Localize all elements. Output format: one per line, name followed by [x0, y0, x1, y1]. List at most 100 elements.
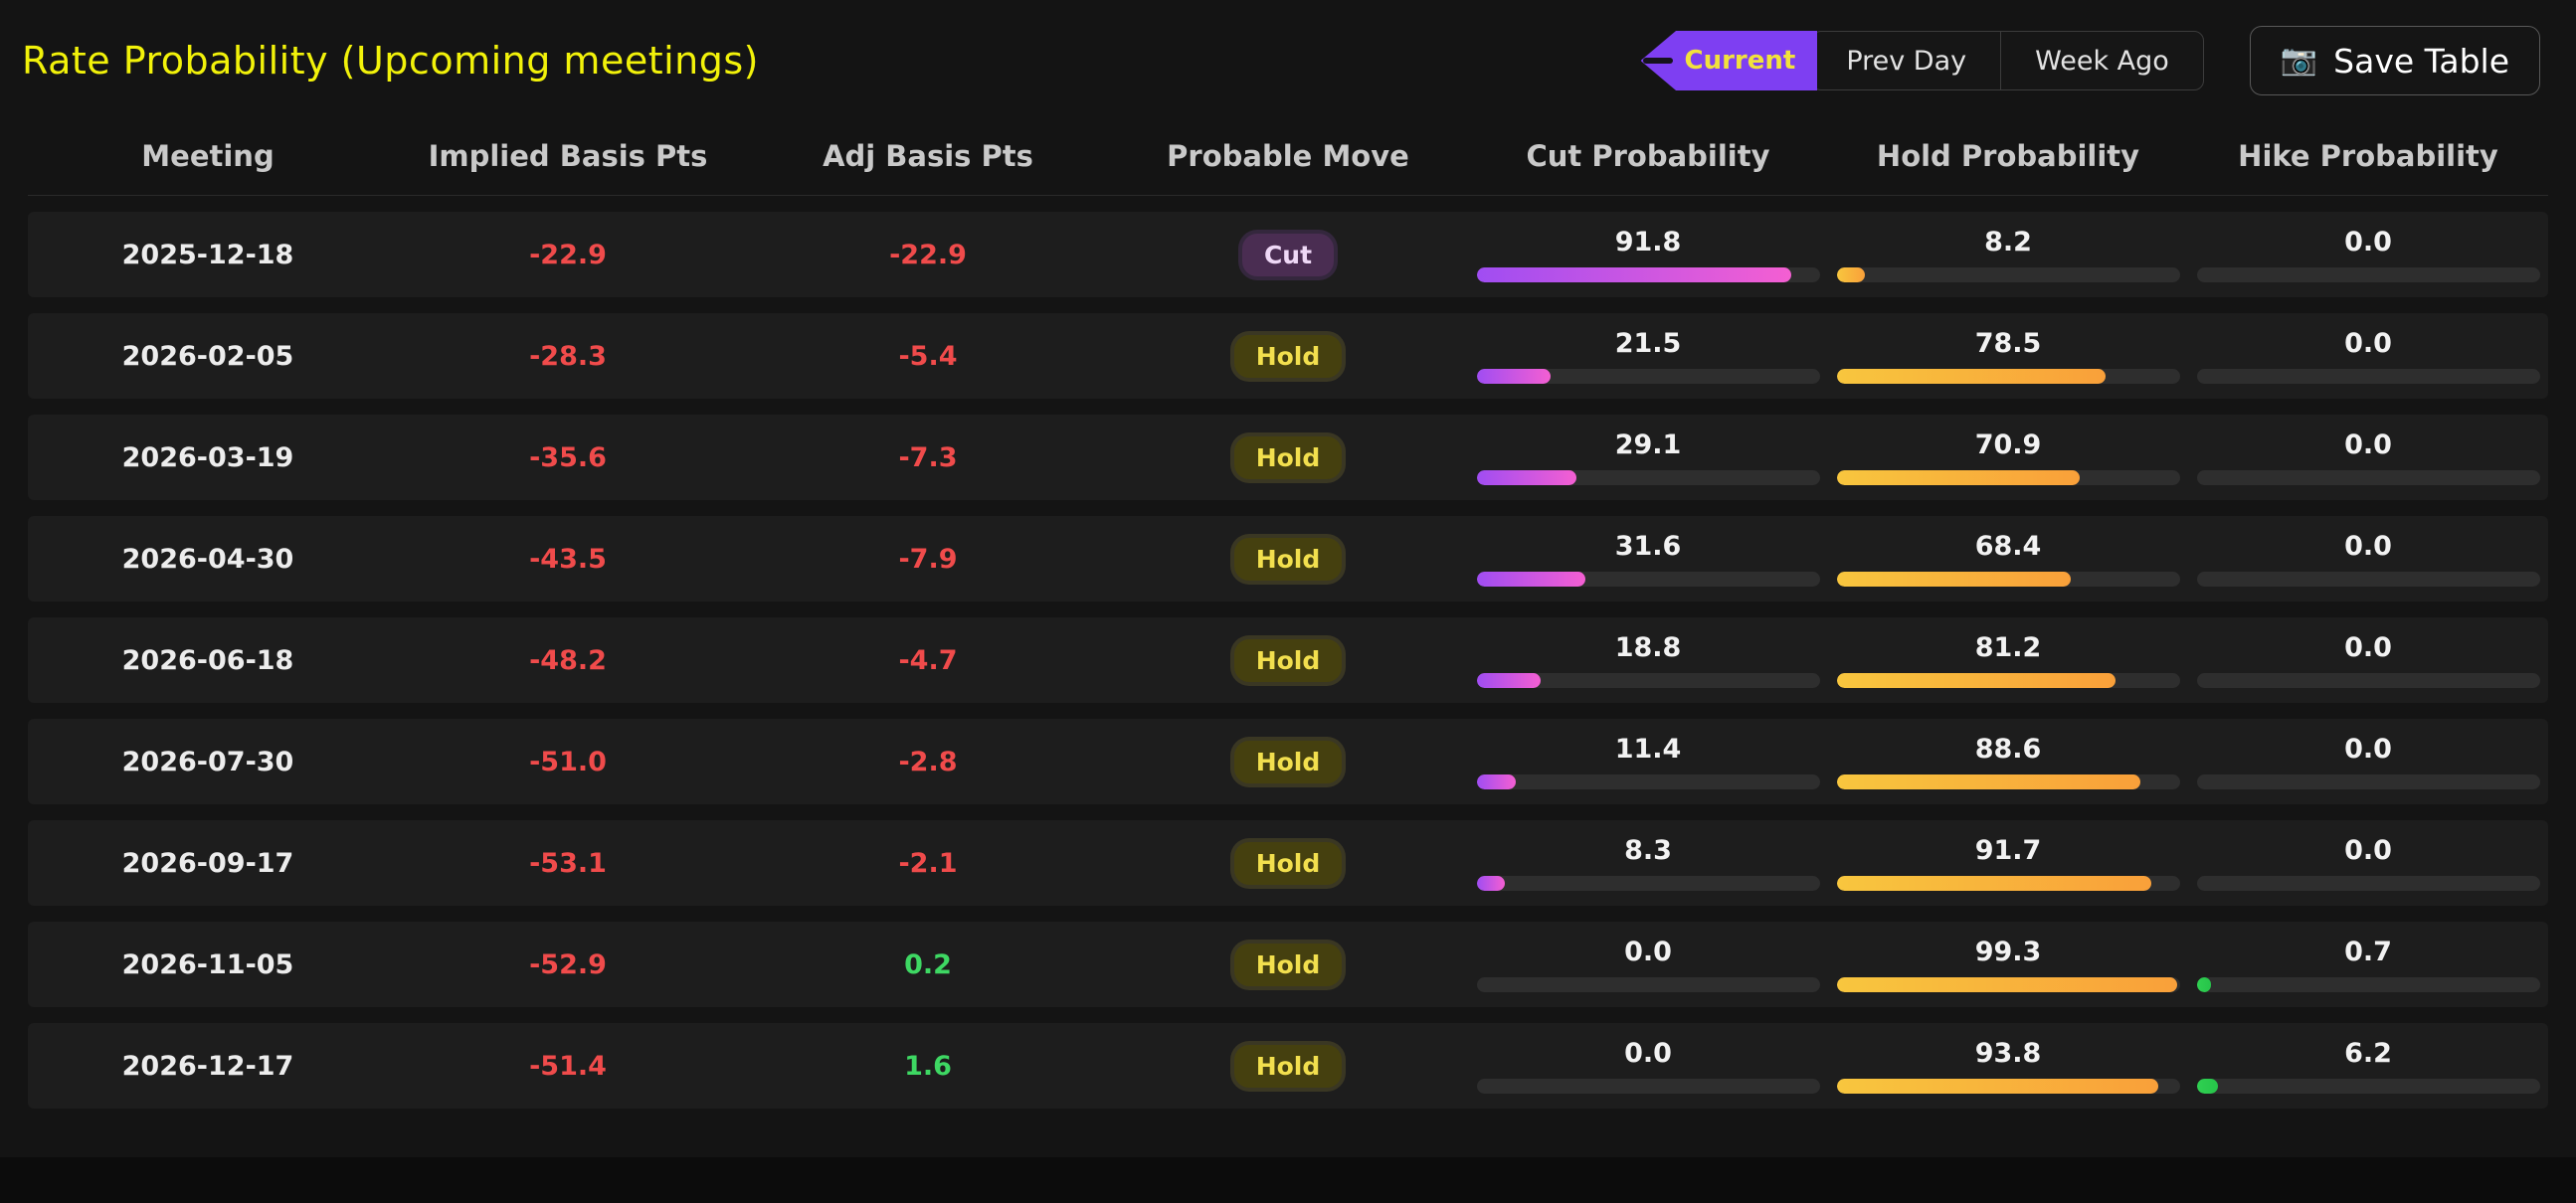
hold-probability-bar — [1836, 977, 2180, 992]
hike-probability-bar — [2196, 1079, 2540, 1094]
tab-week-ago[interactable]: Week Ago — [2001, 32, 2203, 89]
cut-probability-fill — [1476, 774, 1516, 789]
top-bar: Rate Probability (Upcoming meetings) Cur… — [0, 0, 2576, 105]
hike-probability-bar — [2196, 369, 2540, 384]
cut-probability-value: 31.6 — [1614, 531, 1682, 562]
cut-probability-value: 18.8 — [1614, 632, 1682, 663]
current-arrow-icon — [1642, 58, 1673, 64]
hold-probability-value: 68.4 — [1974, 531, 2042, 562]
adj-basis-pts-value: 0.2 — [904, 948, 952, 980]
hike-probability-bar — [2196, 572, 2540, 587]
table-row: 2026-04-30 -43.5 -7.9 Hold 31.6 68.4 — [28, 516, 2548, 602]
table-row: 2026-02-05 -28.3 -5.4 Hold 21.5 78.5 — [28, 313, 2548, 399]
hold-probability-fill — [1836, 572, 2072, 587]
cut-probability-value: 11.4 — [1614, 734, 1682, 765]
adj-basis-pts-value: -7.3 — [898, 441, 958, 473]
meeting-date: 2026-07-30 — [121, 746, 294, 777]
hold-probability-fill — [1836, 470, 2081, 485]
hold-probability-value: 91.7 — [1974, 835, 2042, 866]
hold-probability-bar — [1836, 470, 2180, 485]
hold-probability-value: 93.8 — [1974, 1038, 2042, 1069]
probable-move-badge: Hold — [1233, 435, 1343, 479]
cut-probability-bar — [1476, 876, 1820, 891]
col-header-probable-move: Probable Move — [1167, 139, 1409, 173]
camera-icon: 📷 — [2280, 43, 2318, 78]
table-row: 2026-06-18 -48.2 -4.7 Hold 18.8 81.2 — [28, 617, 2548, 703]
hike-probability-fill — [2196, 977, 2211, 992]
cut-probability-value: 21.5 — [1614, 328, 1682, 359]
adj-basis-pts-value: -5.4 — [898, 340, 958, 372]
implied-basis-pts-value: -35.6 — [529, 441, 607, 473]
cut-probability-fill — [1476, 470, 1576, 485]
cut-probability-bar — [1476, 369, 1820, 384]
adj-basis-pts-value: -7.9 — [898, 543, 958, 575]
implied-basis-pts-value: -22.9 — [529, 239, 607, 270]
implied-basis-pts-value: -51.0 — [529, 746, 607, 777]
hold-probability-value: 99.3 — [1974, 937, 2042, 967]
table-row: 2026-12-17 -51.4 1.6 Hold 0.0 93.8 — [28, 1023, 2548, 1109]
cut-probability-bar — [1476, 774, 1820, 789]
rate-probability-table: Meeting Implied Basis Pts Adj Basis Pts … — [0, 105, 2576, 1109]
hold-probability-bar — [1836, 876, 2180, 891]
cut-probability-value: 0.0 — [1624, 937, 1672, 967]
toolbar: Current Prev Day Week Ago 📷 Save Table — [1640, 26, 2540, 95]
hike-probability-value: 0.7 — [2344, 937, 2392, 967]
implied-basis-pts-value: -53.1 — [529, 847, 607, 879]
hike-probability-value: 6.2 — [2344, 1038, 2392, 1069]
time-range-tabs: Prev Day Week Ago — [1811, 31, 2204, 90]
tab-current-label: Current — [1684, 46, 1796, 76]
hold-probability-value: 88.6 — [1974, 734, 2042, 765]
cut-probability-value: 0.0 — [1624, 1038, 1672, 1069]
hike-probability-bar — [2196, 876, 2540, 891]
page-title: Rate Probability (Upcoming meetings) — [22, 39, 759, 83]
cut-probability-value: 91.8 — [1614, 227, 1682, 258]
adj-basis-pts-value: -4.7 — [898, 644, 958, 676]
save-table-label: Save Table — [2333, 41, 2509, 81]
probable-move-badge: Hold — [1233, 537, 1343, 581]
adj-basis-pts-value: -22.9 — [889, 239, 967, 270]
meeting-date: 2026-03-19 — [121, 441, 294, 473]
probable-move-badge: Hold — [1233, 740, 1343, 783]
hike-probability-bar — [2196, 774, 2540, 789]
implied-basis-pts-value: -48.2 — [529, 644, 607, 676]
col-header-adj-basis-pts: Adj Basis Pts — [823, 139, 1033, 173]
meeting-date: 2026-12-17 — [121, 1050, 294, 1082]
implied-basis-pts-value: -51.4 — [529, 1050, 607, 1082]
hold-probability-value: 81.2 — [1974, 632, 2042, 663]
tab-prev-day[interactable]: Prev Day — [1812, 32, 2000, 89]
meeting-date: 2026-09-17 — [121, 847, 294, 879]
meeting-date: 2025-12-18 — [121, 239, 294, 270]
hike-probability-bar — [2196, 977, 2540, 992]
tab-current[interactable]: Current — [1640, 31, 1818, 90]
cut-probability-fill — [1476, 876, 1506, 891]
hold-probability-bar — [1836, 572, 2180, 587]
meeting-date: 2026-04-30 — [121, 543, 294, 575]
hike-probability-bar — [2196, 470, 2540, 485]
meeting-date: 2026-06-18 — [121, 644, 294, 676]
probable-move-badge: Hold — [1233, 638, 1343, 682]
cut-probability-bar — [1476, 267, 1820, 282]
hold-probability-value: 78.5 — [1974, 328, 2042, 359]
implied-basis-pts-value: -28.3 — [529, 340, 607, 372]
hold-probability-bar — [1836, 673, 2180, 688]
hold-probability-fill — [1836, 977, 2178, 992]
cut-probability-bar — [1476, 1079, 1820, 1094]
hold-probability-bar — [1836, 1079, 2180, 1094]
implied-basis-pts-value: -52.9 — [529, 948, 607, 980]
implied-basis-pts-value: -43.5 — [529, 543, 607, 575]
hold-probability-fill — [1836, 774, 2141, 789]
hike-probability-value: 0.0 — [2344, 328, 2392, 359]
hold-probability-fill — [1836, 369, 2107, 384]
hike-probability-value: 0.0 — [2344, 734, 2392, 765]
hike-probability-value: 0.0 — [2344, 632, 2392, 663]
col-header-cut-probability: Cut Probability — [1526, 139, 1770, 173]
cut-probability-bar — [1476, 572, 1820, 587]
hold-probability-value: 70.9 — [1974, 430, 2042, 460]
save-table-button[interactable]: 📷 Save Table — [2249, 26, 2540, 95]
cut-probability-fill — [1476, 572, 1585, 587]
table-header-row: Meeting Implied Basis Pts Adj Basis Pts … — [28, 105, 2548, 196]
hold-probability-fill — [1836, 876, 2151, 891]
hold-probability-value: 8.2 — [1984, 227, 2032, 258]
adj-basis-pts-value: 1.6 — [904, 1050, 952, 1082]
